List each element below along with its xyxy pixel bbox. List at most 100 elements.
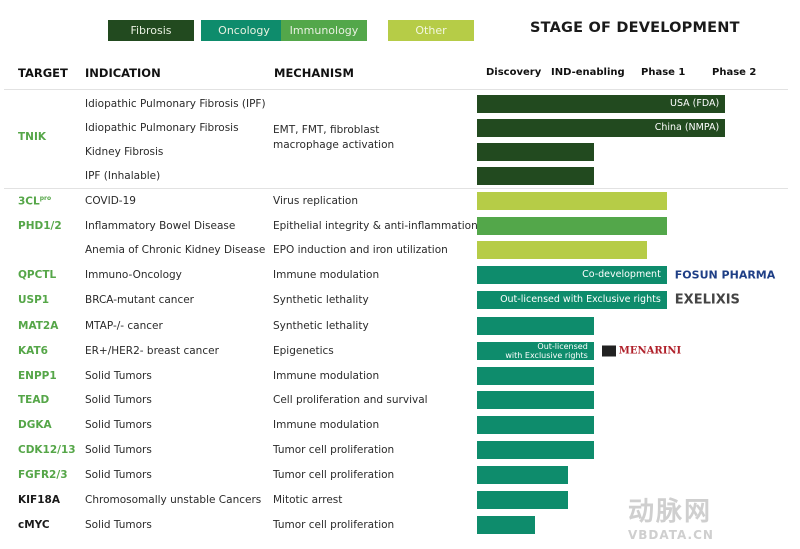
target-name: USP1 (18, 294, 50, 306)
header-indication: INDICATION (85, 66, 161, 80)
bar-oncology (477, 466, 569, 484)
bar-fibrosis (477, 167, 594, 185)
indication-label: Solid Tumors (85, 370, 152, 382)
target-name: CDK12/13 (18, 444, 76, 456)
mechanism-label: Mitotic arrest (273, 494, 343, 506)
bar-label: with Exclusive rights (505, 351, 588, 360)
mechanism-label: Cell proliferation and survival (273, 394, 428, 406)
header-target: TARGET (18, 66, 68, 80)
target-label: PHD1/2 (18, 220, 62, 232)
target-name: DGKA (18, 419, 52, 431)
legend-item-oncology: Oncology (201, 20, 287, 41)
target-label: MAT2A (18, 320, 58, 332)
target-name: MAT2A (18, 320, 59, 332)
header-divider (4, 89, 788, 90)
target-name: KIF18A (18, 494, 60, 506)
mechanism-label: Synthetic lethality (273, 320, 369, 332)
bar-oncology: Out-licensed with Exclusive rights (477, 342, 594, 360)
target-name: PHD1/2 (18, 220, 62, 232)
mechanism-label: Epigenetics (273, 345, 334, 357)
bar-fibrosis: USA (FDA) (477, 95, 726, 113)
target-label: KAT6 (18, 345, 48, 357)
bar-oncology (477, 391, 594, 409)
target-label: KIF18A (18, 494, 60, 506)
bar-oncology: Co-development (477, 266, 667, 284)
bar-fibrosis: China (NMPA) (477, 119, 726, 137)
indication-label: Inflammatory Bowel Disease (85, 220, 236, 232)
bar-other (477, 192, 667, 210)
target-label: TEAD (18, 394, 49, 406)
legend-item-immunology: Immunology (281, 20, 367, 41)
mechanism-label: Epithelial integrity & anti-inflammation (273, 220, 478, 232)
indication-label: Solid Tumors (85, 444, 152, 456)
target-label: ENPP1 (18, 370, 57, 382)
stage-label: Phase 1 (641, 67, 686, 78)
target-name: KAT6 (18, 345, 48, 357)
indication-label: Solid Tumors (85, 519, 152, 531)
indication-label: Kidney Fibrosis (85, 146, 164, 158)
bar-other (477, 241, 648, 259)
mechanism-label: EMT, FMT, fibroblast (273, 124, 380, 136)
target-name: FGFR2/3 (18, 469, 68, 481)
mechanism-label: macrophage activation (273, 139, 395, 151)
bar-oncology: Out-licensed with Exclusive rights (477, 291, 667, 309)
target-label: USP1 (18, 294, 49, 306)
target-name: QPCTL (18, 269, 57, 281)
mechanism-label: EPO induction and iron utilization (273, 244, 448, 256)
target-label: cMYC (18, 519, 50, 531)
target-label: 3CLpro (18, 195, 51, 208)
target-superscript: pro (39, 194, 52, 202)
mechanism-label: Virus replication (273, 195, 359, 207)
legend-item-fibrosis: Fibrosis (108, 20, 194, 41)
stage-label: IND-enabling (551, 67, 625, 78)
target-name: ENPP1 (18, 370, 57, 382)
bar-oncology (477, 491, 569, 509)
mechanism-label: Immune modulation (273, 370, 380, 382)
header-mechanism: MECHANISM (274, 66, 354, 80)
partner-logo-exelixis: EXELIXIS (674, 292, 740, 308)
bar-fibrosis (477, 143, 594, 161)
mechanism-label: Tumor cell proliferation (273, 519, 395, 531)
bar-oncology (477, 441, 594, 459)
indication-label: Anemia of Chronic Kidney Disease (85, 244, 266, 256)
indication-label: Solid Tumors (85, 469, 152, 481)
indication-label: Idiopathic Pulmonary Fibrosis (IPF) (85, 98, 266, 110)
target-label: DGKA (18, 419, 52, 431)
tnik-divider (4, 188, 788, 189)
indication-label: MTAP-/- cancer (85, 320, 163, 332)
chart-title: STAGE OF DEVELOPMENT (530, 20, 740, 36)
indication-label: Solid Tumors (85, 394, 152, 406)
stage-label: Phase 2 (712, 67, 757, 78)
indication-label: ER+/HER2- breast cancer (85, 345, 219, 357)
bar-immunology (477, 217, 667, 235)
target-label: QPCTL (18, 269, 56, 281)
bar-oncology (477, 317, 594, 335)
target-label: FGFR2/3 (18, 469, 68, 481)
legend-item-other: Other (388, 20, 474, 41)
indication-label: IPF (Inhalable) (85, 170, 161, 182)
indication-label: Solid Tumors (85, 419, 152, 431)
partner-logo-fosun-pharma: FOSUN PHARMA (674, 268, 776, 282)
indication-label: BRCA-mutant cancer (85, 294, 195, 306)
target-name: cMYC (18, 519, 50, 531)
watermark: 动脉网 VBDATA.CN (628, 497, 714, 542)
indication-label: Chromosomally unstable Cancers (85, 494, 262, 506)
target-name: TEAD (18, 394, 50, 406)
stage-label: Discovery (486, 67, 542, 78)
partner-logo-menarini: MENARINI (601, 345, 681, 357)
mechanism-label: Immune modulation (273, 419, 380, 431)
target-name: TNIK (18, 131, 46, 143)
mechanism-label: Immune modulation (273, 269, 380, 281)
mechanism-label: Synthetic lethality (273, 294, 369, 306)
target-name: 3CL (18, 195, 40, 208)
mechanism-label: Tumor cell proliferation (273, 444, 395, 456)
target-label: CDK12/13 (18, 444, 76, 456)
bar-oncology (477, 516, 536, 534)
bar-oncology (477, 416, 594, 434)
indication-label: Immuno-Oncology (85, 269, 182, 281)
bar-label: Out-licensed (537, 342, 588, 351)
mechanism-label: Tumor cell proliferation (273, 469, 395, 481)
indication-label: Idiopathic Pulmonary Fibrosis (85, 122, 239, 134)
indication-label: COVID-19 (85, 195, 136, 207)
